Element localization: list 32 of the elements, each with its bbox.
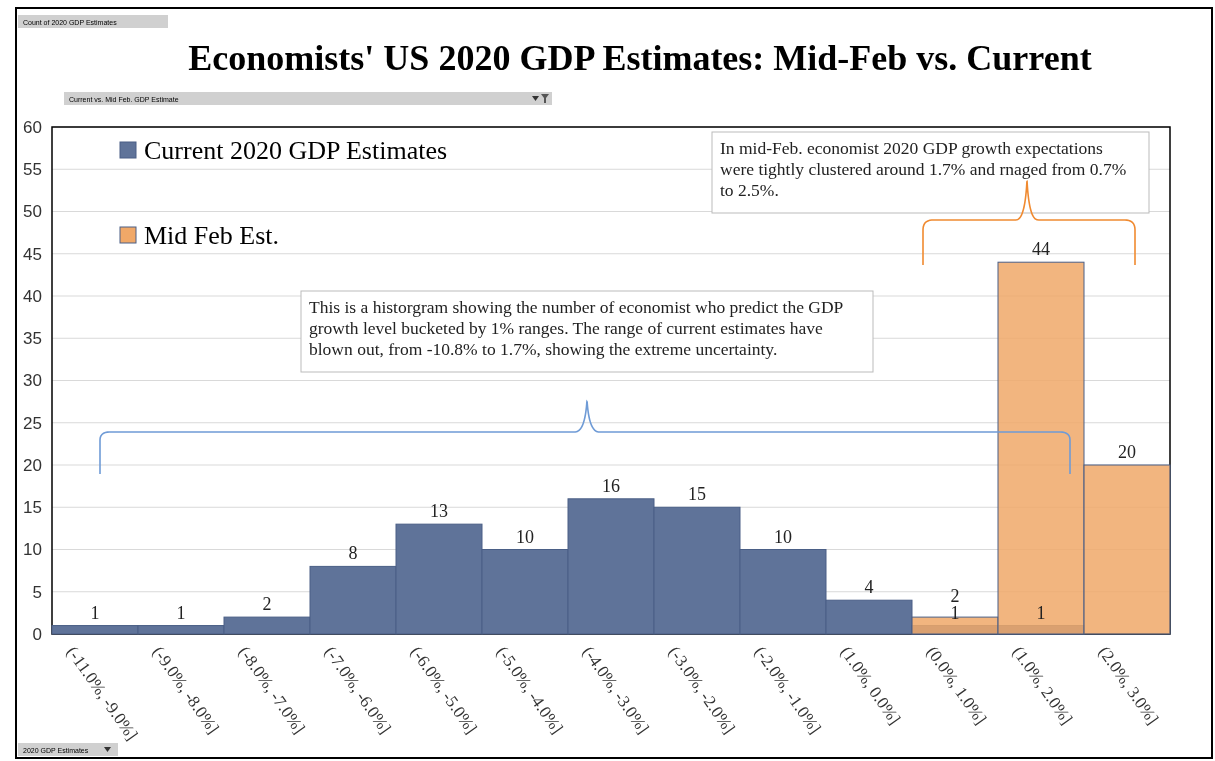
y-tick-label: 35: [23, 329, 42, 349]
legend-label: Current 2020 GDP Estimates: [144, 136, 448, 166]
y-tick-label: 45: [23, 244, 42, 264]
data-label: 13: [430, 501, 448, 522]
data-label: 10: [774, 526, 792, 547]
y-tick-label: 10: [23, 540, 42, 560]
annotation: This is a historgram showing the number of economist who predict the GDP growth level bucketed by 1% ranges. The range of current estimates have blown out, from -10.8% to 1.7%, showing the extreme uncertainty.: [309, 296, 844, 359]
y-tick-label: 60: [23, 117, 42, 137]
data-label: 44: [1032, 239, 1050, 260]
chart-title: Economists' US 2020 GDP Estimates: Mid-Feb vs. Current: [188, 38, 1092, 78]
data-label: 10: [516, 526, 534, 547]
y-tick-label: 0: [32, 624, 42, 644]
data-label: 8: [348, 543, 358, 564]
annotation: In mid-Feb. economist 2020 GDP growth expectations were tightly clustered around 1.7% and rnaged from 0.7% to 2.5%.: [720, 137, 1127, 200]
legend-label: Mid Feb Est.: [144, 221, 280, 251]
y-tick-label: 50: [23, 202, 42, 222]
y-tick-label: 55: [23, 160, 42, 180]
data-label: 15: [688, 484, 706, 505]
data-label: 20: [1118, 442, 1136, 462]
data-label: 2: [262, 594, 272, 615]
y-tick-label: 5: [32, 582, 42, 602]
data-label: 1: [90, 602, 100, 623]
y-tick-label: 15: [23, 498, 42, 518]
y-tick-label: 20: [23, 455, 42, 475]
data-label: 16: [602, 475, 620, 496]
y-tick-label: 25: [23, 413, 42, 433]
data-label: 1: [1036, 602, 1046, 623]
data-label: 2: [950, 585, 960, 606]
y-tick-label: 40: [23, 286, 42, 306]
y-tick-label: 30: [23, 371, 42, 391]
data-label: 4: [864, 577, 874, 598]
data-label: 1: [176, 602, 186, 623]
